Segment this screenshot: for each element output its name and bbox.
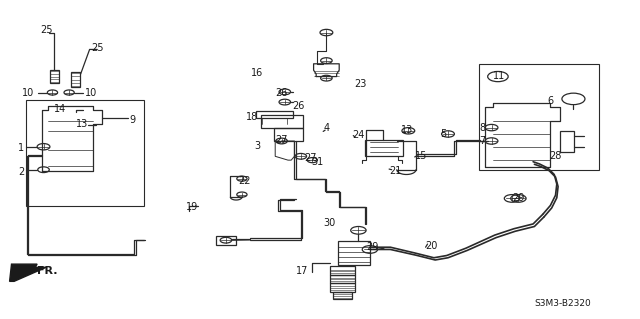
Text: 11: 11: [493, 71, 505, 81]
Text: 25: 25: [40, 25, 52, 35]
Text: S3M3-B2320: S3M3-B2320: [534, 299, 591, 308]
Text: 19: 19: [186, 202, 198, 212]
Text: 14: 14: [54, 104, 67, 114]
Text: 10: 10: [22, 87, 34, 98]
Bar: [70, 72, 81, 87]
Text: 17: 17: [296, 265, 308, 276]
Text: 6: 6: [548, 96, 554, 107]
Text: 1: 1: [18, 143, 24, 153]
Text: 10: 10: [84, 87, 97, 98]
Bar: [51, 70, 59, 83]
Text: 7: 7: [479, 136, 485, 146]
Text: 29: 29: [512, 193, 524, 204]
Text: FR.: FR.: [37, 266, 58, 276]
Text: 18: 18: [246, 112, 259, 122]
Text: 15: 15: [415, 151, 427, 161]
Bar: [479, 64, 599, 170]
Text: 27: 27: [305, 153, 317, 163]
Text: 3: 3: [254, 141, 260, 151]
Polygon shape: [10, 264, 46, 281]
Bar: [333, 292, 352, 299]
Text: 31: 31: [311, 157, 323, 167]
Text: 30: 30: [323, 218, 335, 228]
Text: 4: 4: [323, 123, 330, 133]
Text: 2: 2: [18, 167, 24, 177]
Bar: [330, 283, 355, 292]
Text: 26: 26: [292, 101, 304, 111]
Bar: [261, 115, 303, 128]
Bar: [26, 100, 144, 206]
Text: 20: 20: [426, 241, 438, 251]
Text: 5: 5: [440, 129, 447, 139]
Bar: [274, 128, 303, 141]
Text: 26: 26: [275, 87, 287, 98]
Text: 23: 23: [354, 78, 366, 89]
Bar: [330, 266, 355, 275]
Text: 28: 28: [549, 151, 561, 161]
Text: 9: 9: [129, 115, 136, 125]
Text: 27: 27: [275, 135, 288, 145]
Bar: [365, 140, 403, 156]
Text: 8: 8: [479, 122, 485, 133]
Text: 13: 13: [401, 125, 413, 135]
Bar: [338, 241, 370, 265]
Text: 22: 22: [238, 176, 251, 186]
Text: 16: 16: [251, 68, 263, 78]
Bar: [330, 275, 355, 283]
Bar: [256, 111, 293, 118]
Text: 29: 29: [366, 242, 378, 252]
Bar: [216, 236, 236, 245]
Text: 24: 24: [352, 130, 364, 140]
Text: 25: 25: [91, 43, 104, 54]
Bar: [560, 131, 574, 152]
Text: 21: 21: [389, 166, 401, 176]
Text: 13: 13: [76, 119, 88, 130]
